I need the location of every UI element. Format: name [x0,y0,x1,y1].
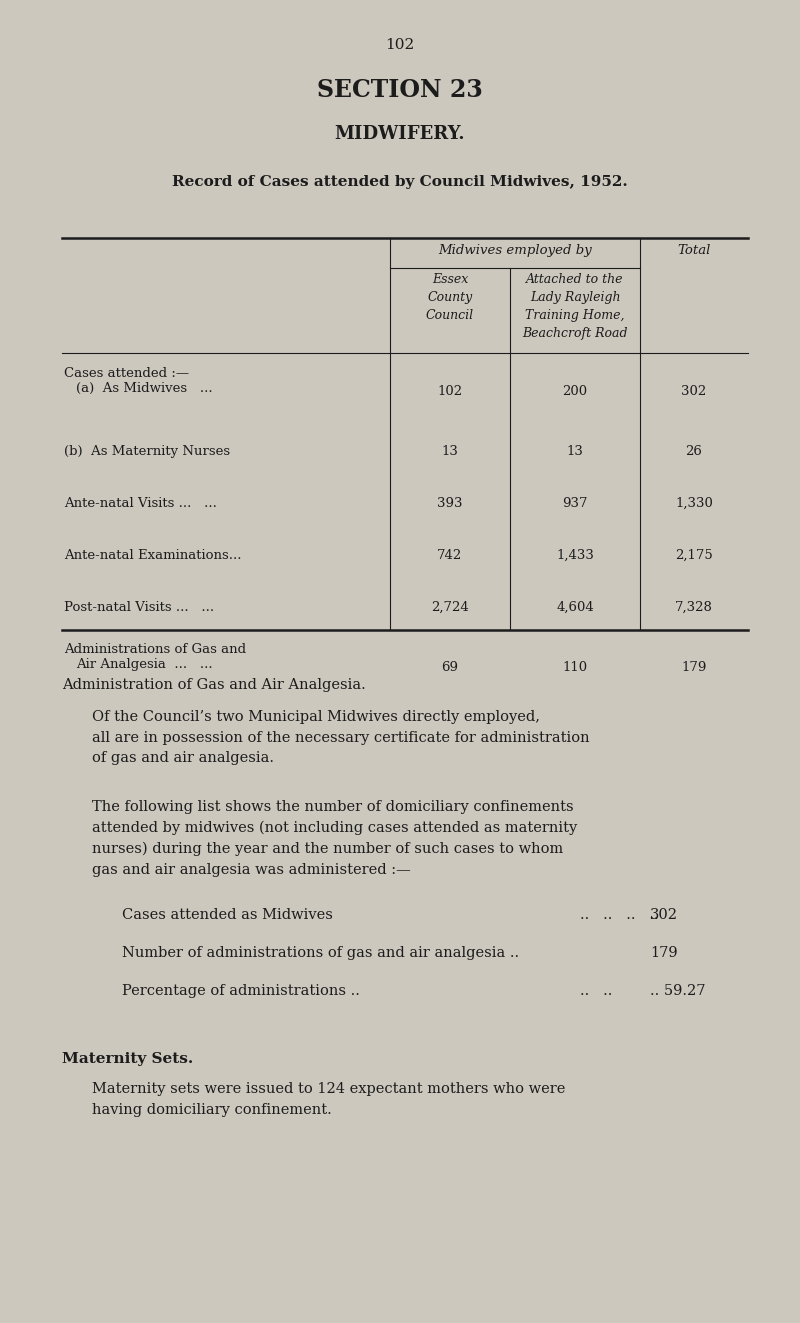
Text: Midwives employed by: Midwives employed by [438,243,592,257]
Text: (b)  As Maternity Nurses: (b) As Maternity Nurses [64,445,230,458]
Text: Essex
County
Council: Essex County Council [426,273,474,321]
Text: 26: 26 [686,445,702,458]
Text: 1,433: 1,433 [556,549,594,562]
Text: 2,724: 2,724 [431,601,469,614]
Text: Percentage of administrations ..: Percentage of administrations .. [122,984,360,998]
Text: MIDWIFERY.: MIDWIFERY. [334,124,466,143]
Text: Administration of Gas and Air Analgesia.: Administration of Gas and Air Analgesia. [62,677,366,692]
Text: 302: 302 [650,908,678,922]
Text: 1,330: 1,330 [675,497,713,509]
Text: 393: 393 [438,497,462,509]
Text: Attached to the
Lady Rayleigh
Training Home,
Beachcroft Road: Attached to the Lady Rayleigh Training H… [522,273,628,340]
Text: Record of Cases attended by Council Midwives, 1952.: Record of Cases attended by Council Midw… [172,175,628,189]
Text: Cases attended :—: Cases attended :— [64,366,189,380]
Text: 13: 13 [442,445,458,458]
Text: The following list shows the number of domiciliary confinements
attended by midw: The following list shows the number of d… [92,800,578,877]
Text: (a)  As Midwives   ...: (a) As Midwives ... [76,382,213,396]
Text: 7,328: 7,328 [675,601,713,614]
Text: Maternity Sets.: Maternity Sets. [62,1052,194,1066]
Text: Maternity sets were issued to 124 expectant mothers who were
having domiciliary : Maternity sets were issued to 124 expect… [92,1082,566,1117]
Text: 742: 742 [438,549,462,562]
Text: 102: 102 [438,385,462,398]
Text: Total: Total [678,243,710,257]
Text: 200: 200 [562,385,587,398]
Text: ..   ..   ..   ..: .. .. .. .. [580,908,658,922]
Text: Post-natal Visits ...   ...: Post-natal Visits ... ... [64,601,214,614]
Text: 179: 179 [650,946,678,960]
Text: 2,175: 2,175 [675,549,713,562]
Text: Administrations of Gas and: Administrations of Gas and [64,643,246,656]
Text: 4,604: 4,604 [556,601,594,614]
Text: 69: 69 [442,662,458,673]
Text: 110: 110 [562,662,587,673]
Text: 937: 937 [562,497,588,509]
Text: Cases attended as Midwives: Cases attended as Midwives [122,908,333,922]
Text: .. 59.27: .. 59.27 [650,984,706,998]
Text: 302: 302 [682,385,706,398]
Text: SECTION 23: SECTION 23 [317,78,483,102]
Text: ..   ..: .. .. [580,984,612,998]
Text: Air Analgesia  ...   ...: Air Analgesia ... ... [76,658,213,671]
Text: Of the Council’s two Municipal Midwives directly employed,
all are in possession: Of the Council’s two Municipal Midwives … [92,710,590,765]
Text: 179: 179 [682,662,706,673]
Text: 13: 13 [566,445,583,458]
Text: Ante-natal Visits ...   ...: Ante-natal Visits ... ... [64,497,217,509]
Text: 102: 102 [386,38,414,52]
Text: Ante-natal Examinations...: Ante-natal Examinations... [64,549,242,562]
Text: Number of administrations of gas and air analgesia ..: Number of administrations of gas and air… [122,946,519,960]
